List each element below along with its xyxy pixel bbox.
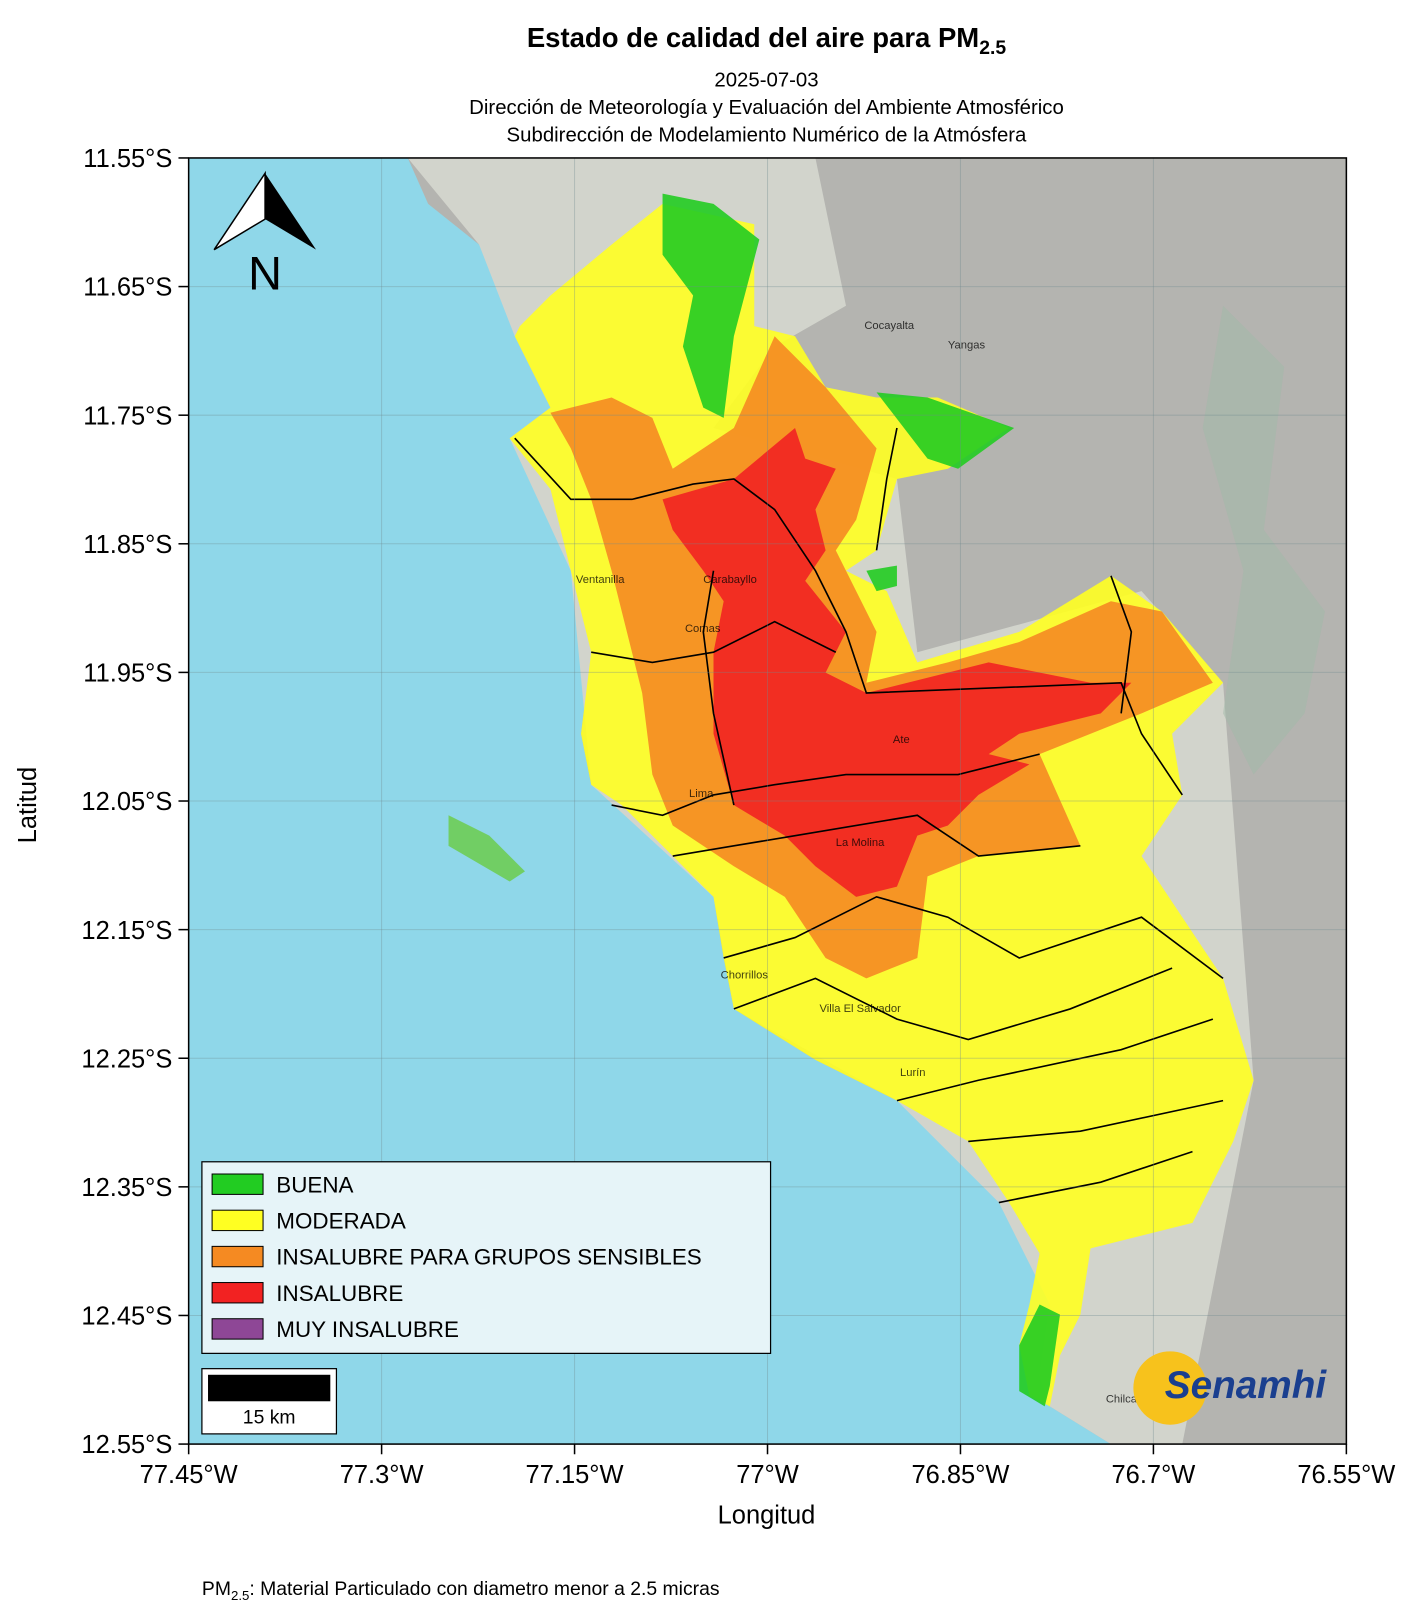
logo-text: Senamhi xyxy=(1165,1364,1328,1407)
legend-label: INSALUBRE PARA GRUPOS SENSIBLES xyxy=(276,1245,701,1270)
place-label: Ate xyxy=(893,734,910,746)
zone-buena xyxy=(866,565,897,592)
y-tick-label: 11.75°S xyxy=(83,402,172,430)
y-tick-label: 11.95°S xyxy=(83,660,172,688)
zone-buena xyxy=(662,193,760,418)
island xyxy=(448,815,525,882)
y-tick-label: 12.35°S xyxy=(81,1174,172,1202)
y-tick-label: 11.65°S xyxy=(83,274,172,302)
subtitle: Subdirección de Modelamiento Numérico de… xyxy=(507,125,1027,147)
y-axis-label: Latitud xyxy=(14,767,42,843)
place-label: Ventanilla xyxy=(576,574,625,586)
place-label: La Molina xyxy=(836,837,885,849)
place-label: Comas xyxy=(685,623,721,635)
y-tick-label: 12.25°S xyxy=(81,1045,172,1073)
legend-swatch xyxy=(211,1173,264,1195)
place-label: Chilca xyxy=(1106,1393,1138,1405)
land-valley xyxy=(1202,305,1325,775)
x-tick-label: 77.45°W xyxy=(140,1461,238,1489)
map-area: Carabayllo Comas Ventanilla Lima Ate La Molin… xyxy=(188,157,1347,1445)
place-label: Carabayllo xyxy=(703,574,757,586)
place-label: Cocayalta xyxy=(864,320,915,332)
y-tick-label: 12.55°S xyxy=(81,1431,172,1459)
legend-label: MODERADA xyxy=(276,1209,406,1234)
north-label: N xyxy=(248,247,282,299)
legend: BUENA MODERADA INSALUBRE PARA GRUPOS SENSI… xyxy=(211,1172,702,1342)
district-boundaries xyxy=(514,427,1224,1204)
place-label: Villa El Salvador xyxy=(819,1003,901,1015)
logo: Senamhi xyxy=(1133,1351,1328,1425)
x-tick-label: 76.85°W xyxy=(911,1461,1009,1489)
y-tick-label: 11.55°S xyxy=(83,145,172,173)
places: Carabayllo Comas Ventanilla Lima Ate La Molin… xyxy=(576,320,1138,1405)
zone-insalubre xyxy=(662,428,1132,897)
legend-swatch xyxy=(211,1318,264,1340)
zone-buena xyxy=(1019,1304,1060,1407)
footnote: PM2.5: Material Particulado con diametro… xyxy=(202,1578,720,1600)
subtitle: Dirección de Meteorología y Evaluación d… xyxy=(469,97,1064,119)
y-tick-label: 11.85°S xyxy=(83,531,172,559)
subtitle: 2025-07-03 xyxy=(714,70,818,92)
footnote-sub: 2.5 xyxy=(231,1588,249,1600)
north-arrow: N xyxy=(213,170,317,299)
footnote-symbol: PM xyxy=(202,1578,231,1600)
footnote-text: : Material Particulado con diametro meno… xyxy=(249,1578,719,1600)
x-axis-label: Longitud xyxy=(718,1502,816,1530)
legend-box xyxy=(201,1161,772,1354)
legend-swatch xyxy=(211,1245,264,1268)
x-tick-label: 76.55°W xyxy=(1297,1461,1395,1489)
title-sub: 2.5 xyxy=(979,37,1006,59)
y-tick-label: 12.05°S xyxy=(81,788,172,816)
legend-swatch xyxy=(211,1209,264,1232)
legend-label: INSALUBRE xyxy=(276,1281,403,1306)
x-tick-label: 77.15°W xyxy=(526,1461,624,1489)
legend-label: BUENA xyxy=(276,1172,353,1197)
scale-bar xyxy=(208,1374,331,1402)
place-label: Yangas xyxy=(948,340,986,352)
place-label: Lurín xyxy=(900,1067,926,1079)
legend-label: MUY INSALUBRE xyxy=(276,1317,459,1342)
scale-label: 15 km xyxy=(243,1407,296,1429)
x-tick-label: 76.7°W xyxy=(1112,1461,1196,1489)
place-label: Chorrillos xyxy=(721,969,769,981)
y-tick-label: 12.15°S xyxy=(81,917,172,945)
legend-swatch xyxy=(211,1282,264,1304)
title-main: Estado de calidad del aire para PM xyxy=(527,22,979,53)
title: Estado de calidad del aire para PM2.5 xyxy=(527,22,1007,59)
zone-buena xyxy=(876,392,1015,469)
x-tick-label: 77.3°W xyxy=(340,1461,424,1489)
y-tick-label: 12.45°S xyxy=(81,1303,172,1331)
place-label: Lima xyxy=(689,788,714,800)
axes: 77.45°W 77.3°W 77.15°W 77°W 76.85°W 76.7°W 76.… xyxy=(81,145,1395,1489)
x-tick-label: 77°W xyxy=(736,1461,799,1489)
